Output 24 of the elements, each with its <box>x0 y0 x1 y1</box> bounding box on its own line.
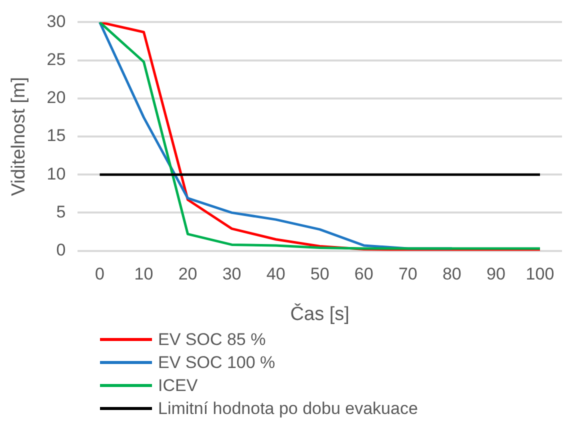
legend-label: EV SOC 85 % <box>158 329 266 351</box>
x-tick-label: 80 <box>442 264 462 284</box>
legend-label: ICEV <box>158 375 198 397</box>
x-axis-title: Čas [s] <box>290 302 350 325</box>
y-tick-label: 25 <box>46 50 66 69</box>
x-tick-label: 0 <box>94 264 104 284</box>
x-tick-label: 40 <box>266 264 286 284</box>
x-tick-label: 20 <box>178 264 198 284</box>
legend-label: EV SOC 100 % <box>158 352 276 374</box>
legend-label: Limitní hodnota po dobu evakuace <box>158 398 418 420</box>
y-tick-label: 10 <box>46 164 66 184</box>
y-tick-label: 20 <box>46 88 66 108</box>
x-tick-label: 30 <box>222 264 242 284</box>
y-tick-label: 5 <box>56 202 66 222</box>
x-tick-label: 50 <box>310 264 330 284</box>
y-tick-label: 15 <box>46 126 66 146</box>
y-axis-title: Viditelnost [m] <box>8 77 30 196</box>
y-tick-label: 30 <box>46 12 66 31</box>
x-tick-label: 60 <box>354 264 374 284</box>
x-tick-label: 100 <box>526 264 554 284</box>
x-tick-label: 70 <box>398 264 418 284</box>
x-tick-label: 10 <box>134 264 154 284</box>
x-tick-label: 90 <box>486 264 506 284</box>
y-tick-label: 0 <box>56 240 66 260</box>
